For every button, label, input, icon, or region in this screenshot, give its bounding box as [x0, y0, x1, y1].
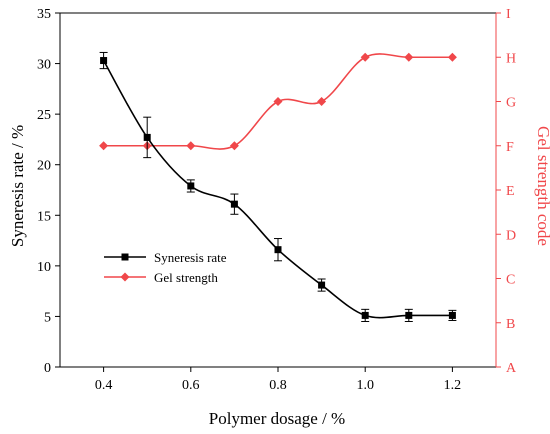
y-left-tick-label: 20	[37, 159, 51, 174]
y-left-tick-label: 0	[44, 361, 51, 376]
marker-syneresis-rate	[143, 133, 151, 141]
marker-gel-strength	[404, 52, 414, 62]
legend: Syneresis rate Gel strength	[104, 250, 227, 285]
marker-syneresis-rate	[448, 311, 456, 319]
y-left-tick-label: 30	[37, 58, 51, 73]
marker-syneresis-rate	[361, 311, 369, 319]
axes-layer: 0.4 0.6 0.8 1.0 1.2 0 5 10 15 20 25 30 35 A B C D E F G H I	[37, 7, 517, 393]
y-right-tick-label: C	[506, 273, 515, 288]
marker-syneresis-rate	[100, 57, 108, 65]
y-left-tick-label: 10	[37, 260, 51, 275]
x-axis-label: Polymer dosage / %	[209, 409, 345, 428]
y-right-tick-label: D	[506, 228, 516, 243]
x-tick-label: 1.0	[356, 378, 374, 393]
y-left-tick-label: 25	[37, 108, 51, 123]
y-axis-left-label: Syneresis rate / %	[8, 125, 27, 247]
y-left-tick-label: 35	[37, 7, 51, 22]
marker-gel-strength	[273, 97, 283, 106]
marker-gel-strength	[317, 97, 327, 106]
x-tick-label: 0.6	[182, 378, 200, 393]
y-right-tick-label: G	[506, 96, 516, 111]
marker-gel-strength	[186, 141, 196, 151]
y-right-tick-label: E	[506, 184, 515, 199]
y-left-tick-label: 5	[44, 310, 51, 325]
legend-label-gel-strength: Gel strength	[154, 270, 218, 285]
legend-marker-gel-strength	[120, 272, 130, 282]
y-right-tick-label: H	[506, 51, 516, 66]
y-right-tick-label: A	[506, 361, 517, 376]
marker-syneresis-rate	[405, 311, 413, 319]
y-left-tick-label: 15	[37, 209, 51, 224]
x-tick-label: 1.2	[444, 378, 462, 393]
x-tick-label: 0.8	[269, 378, 287, 393]
legend-marker-syneresis-rate	[121, 253, 129, 261]
y-right-tick-label: I	[506, 7, 511, 22]
marker-syneresis-rate	[230, 200, 238, 208]
marker-gel-strength	[229, 141, 239, 151]
y-right-tick-label: B	[506, 317, 515, 332]
marker-gel-strength	[360, 52, 370, 62]
y-axis-right-label: Gel strength code	[534, 126, 550, 246]
legend-label-syneresis-rate: Syneresis rate	[154, 250, 227, 265]
marker-syneresis-rate	[274, 246, 282, 254]
x-tick-label: 0.4	[95, 378, 113, 393]
y-right-tick-label: F	[506, 140, 514, 155]
marker-syneresis-rate	[187, 182, 195, 190]
marker-syneresis-rate	[318, 281, 326, 289]
marker-gel-strength	[447, 52, 457, 62]
series-layer	[99, 51, 457, 322]
marker-gel-strength	[99, 141, 109, 151]
